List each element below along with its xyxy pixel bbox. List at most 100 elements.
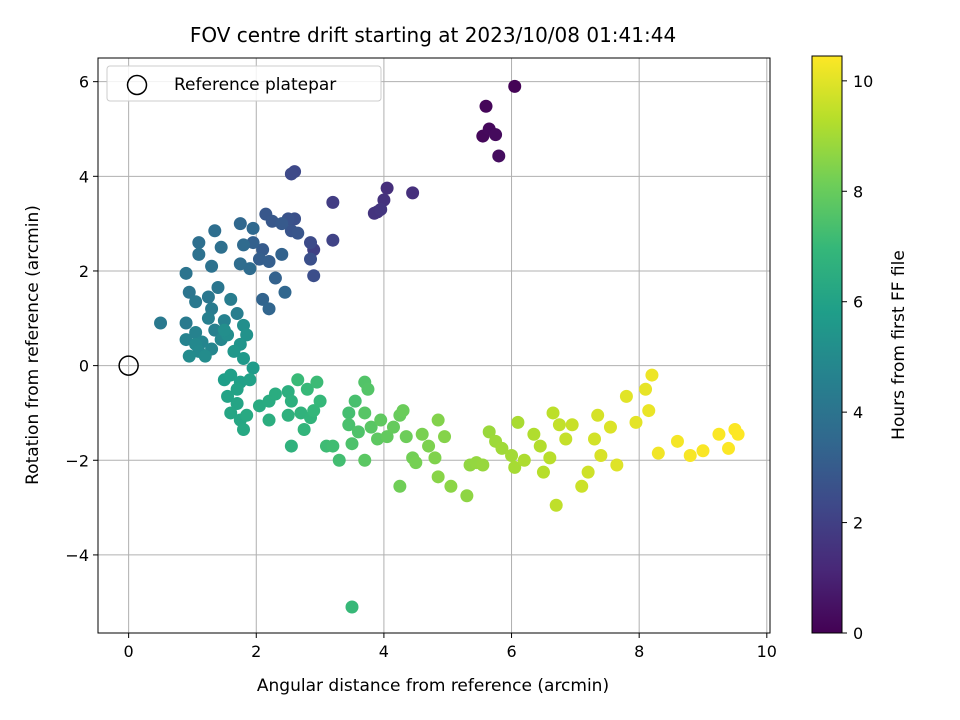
data-point [482, 425, 496, 439]
x-axis-ticks: 0 2 4 6 8 10 [124, 633, 777, 661]
data-point [224, 368, 238, 382]
data-point [629, 415, 643, 429]
colorbar-tick-label: 6 [853, 293, 863, 312]
colorbar-tick-label: 10 [853, 72, 873, 91]
data-point [639, 382, 653, 396]
data-point [189, 295, 203, 309]
data-point [619, 389, 633, 403]
data-point [406, 186, 420, 200]
data-point [358, 406, 372, 420]
data-point [492, 149, 506, 163]
data-point [307, 404, 321, 418]
colorbar-tick-label: 0 [853, 624, 863, 643]
scatter-points [154, 79, 745, 614]
data-point [243, 373, 257, 387]
data-point [712, 427, 726, 441]
data-point [642, 404, 656, 418]
data-point [508, 460, 522, 474]
x-tick-label: 0 [124, 642, 134, 661]
data-point [262, 413, 276, 427]
data-point [731, 427, 745, 441]
data-point [431, 413, 445, 427]
data-point [237, 238, 251, 252]
data-point [374, 413, 388, 427]
data-point [297, 423, 311, 437]
data-point [332, 453, 346, 467]
data-point [326, 233, 340, 247]
y-tick-label: −4 [65, 546, 89, 565]
colorbar-tick-label: 4 [853, 403, 863, 422]
data-point [546, 406, 560, 420]
data-point [345, 437, 359, 451]
data-point [479, 99, 493, 113]
data-point [154, 316, 168, 330]
data-point [348, 394, 362, 408]
data-point [431, 470, 445, 484]
data-point [192, 247, 206, 261]
data-point [284, 167, 298, 181]
data-point [342, 418, 356, 432]
data-point [291, 373, 305, 387]
chart-title: FOV centre drift starting at 2023/10/08 … [190, 23, 676, 47]
plot-frame [97, 57, 771, 634]
reference-platepar-marker [118, 355, 139, 376]
colorbar-tick-label: 8 [853, 182, 863, 201]
legend-box [106, 65, 382, 102]
y-axis-label: Rotation from reference (arcmin) [23, 205, 43, 485]
data-point [179, 266, 193, 280]
y-axis-ticks: −4 −2 0 2 4 6 [65, 73, 98, 565]
plot-area: 0 2 4 6 8 10 −4 −2 0 2 4 6 [65, 57, 777, 661]
data-point [552, 418, 566, 432]
data-point [476, 458, 490, 472]
data-point [495, 441, 509, 455]
data-point [233, 217, 247, 231]
data-point [351, 425, 365, 439]
data-point [358, 453, 372, 467]
data-point [211, 281, 225, 295]
data-point [422, 439, 436, 453]
colorbar-tick-label: 2 [853, 514, 863, 533]
data-point [511, 415, 525, 429]
data-point [182, 349, 196, 363]
data-point [300, 382, 314, 396]
data-point [380, 181, 394, 195]
data-point [208, 224, 222, 238]
data-point [233, 257, 247, 271]
reference-point [118, 355, 139, 376]
y-tick-label: 2 [79, 262, 89, 281]
colorbar-label: Hours from first FF file [889, 250, 909, 440]
data-point [221, 389, 235, 403]
data-point [313, 394, 327, 408]
data-point [393, 479, 407, 493]
colorbar-gradient [811, 55, 843, 634]
data-point [505, 449, 519, 463]
x-tick-label: 2 [251, 642, 261, 661]
data-point [246, 221, 260, 235]
x-tick-label: 10 [757, 642, 777, 661]
data-point [278, 285, 292, 299]
data-point [201, 290, 215, 304]
data-point [291, 226, 305, 240]
data-point [536, 465, 550, 479]
data-point [517, 453, 531, 467]
data-point [396, 404, 410, 418]
x-tick-label: 4 [379, 642, 389, 661]
data-point [345, 600, 359, 614]
data-point [645, 368, 659, 382]
data-point [217, 314, 231, 328]
data-point [386, 420, 400, 434]
y-tick-label: 0 [79, 357, 89, 376]
data-point [610, 458, 624, 472]
legend-entry-label: Reference platepar [174, 75, 336, 95]
data-point [326, 439, 340, 453]
legend: Reference platepar [106, 65, 382, 102]
data-point [224, 292, 238, 306]
data-point [201, 311, 215, 325]
data-point [275, 247, 289, 261]
data-point [268, 271, 282, 285]
data-point [527, 427, 541, 441]
data-point [304, 252, 318, 266]
colorbar: 0 2 4 6 8 10 Hours from first FF file [811, 55, 909, 643]
data-point [428, 451, 442, 465]
